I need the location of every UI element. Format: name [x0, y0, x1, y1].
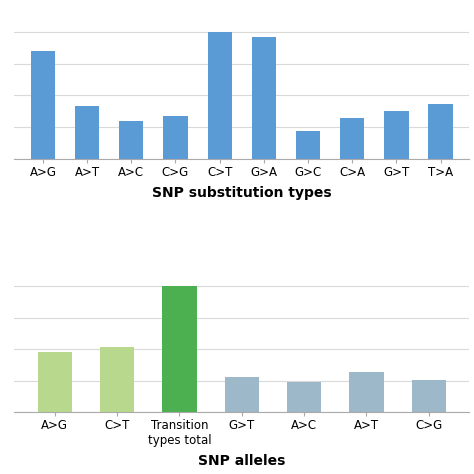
Bar [384, 110, 409, 159]
Bar [296, 131, 320, 159]
Bar [287, 382, 321, 412]
Bar [428, 104, 453, 159]
Bar [162, 286, 197, 412]
Bar [164, 116, 188, 159]
Bar [411, 380, 446, 412]
Bar [208, 32, 232, 159]
Bar [75, 106, 99, 159]
Bar [37, 352, 72, 412]
Bar [119, 121, 144, 159]
Bar [349, 372, 383, 412]
X-axis label: SNP alleles: SNP alleles [198, 454, 285, 468]
Bar [31, 51, 55, 159]
Bar [252, 37, 276, 159]
X-axis label: SNP substitution types: SNP substitution types [152, 186, 331, 200]
Bar [100, 346, 134, 412]
Bar [225, 377, 259, 412]
Bar [340, 118, 365, 159]
